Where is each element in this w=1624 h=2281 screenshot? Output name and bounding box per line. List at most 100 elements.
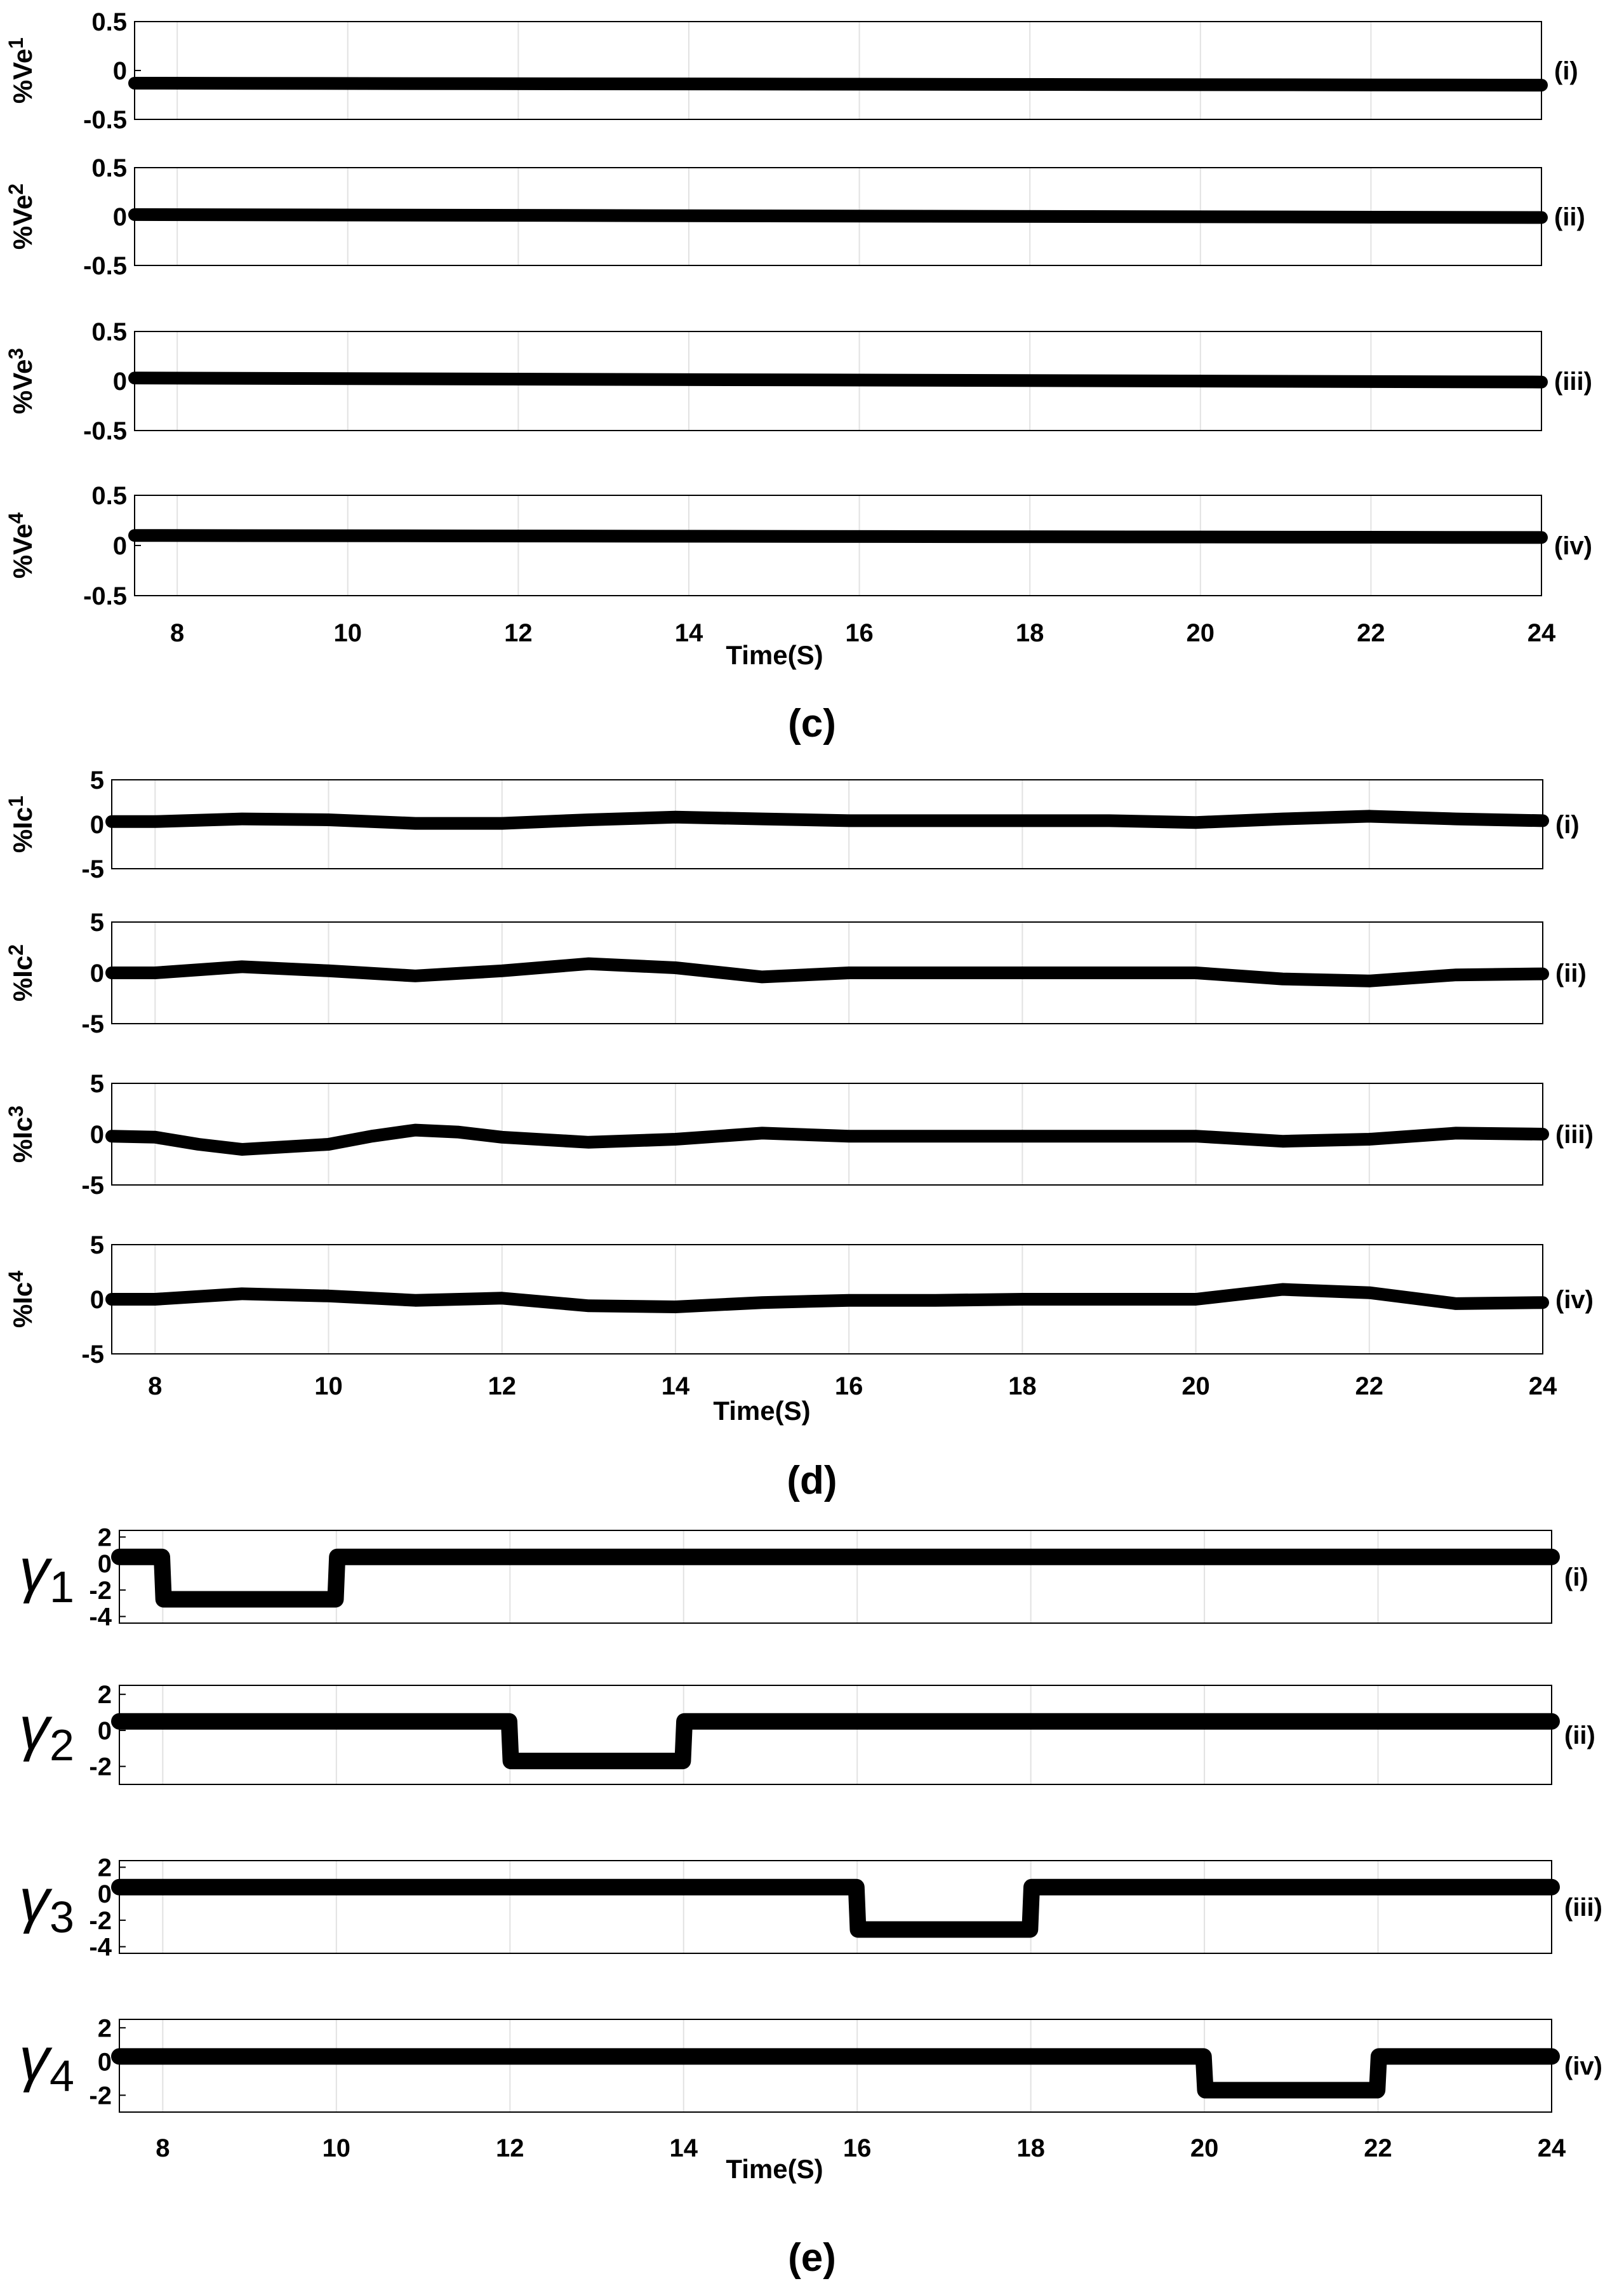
y-tick-label: 0 bbox=[90, 811, 104, 839]
series-line bbox=[128, 371, 1548, 389]
y-axis-label: γ4 bbox=[19, 2025, 74, 2101]
y-tick-label: 0 bbox=[113, 57, 127, 85]
y-axis-label-main: %Ve bbox=[8, 524, 37, 579]
series-line bbox=[111, 2048, 1560, 2099]
panel-tag: (ii) bbox=[1555, 960, 1587, 987]
series-line bbox=[111, 1713, 1560, 1770]
x-tick-label: 24 bbox=[1527, 619, 1556, 647]
x-tick-label: 8 bbox=[156, 2134, 170, 2162]
y-axis-label-main: %Ic bbox=[8, 1117, 37, 1163]
x-tick-label: 14 bbox=[669, 2134, 698, 2162]
y-tick-label: 0 bbox=[90, 1286, 104, 1314]
x-tick-label: 10 bbox=[334, 619, 363, 647]
y-tick-label: 5 bbox=[90, 1231, 104, 1259]
axes-frame bbox=[134, 21, 1542, 120]
y-tick-label: 0.5 bbox=[91, 8, 127, 36]
y-tick-label: -0.5 bbox=[83, 106, 127, 134]
y-axis-label-main: %Ic bbox=[8, 807, 37, 853]
series-line bbox=[128, 77, 1548, 92]
panel-c-3: 0.5 0 -0.5 %Ve3 (iii) bbox=[4, 318, 1592, 445]
panel-tag: (iii) bbox=[1554, 368, 1592, 396]
series-line bbox=[111, 1878, 1560, 1938]
y-tick-label: -0.5 bbox=[83, 252, 127, 280]
y-axis-label: %Ve3 bbox=[4, 348, 37, 414]
x-tick-label: 24 bbox=[1529, 1372, 1557, 1400]
x-tick-label: 22 bbox=[1364, 2134, 1392, 2162]
y-axis-label-subscript: 4 bbox=[4, 512, 27, 524]
panel-c-1: 0.5 0 -0.5 %Ve1 (i) bbox=[4, 8, 1578, 134]
y-tick-label: 5 bbox=[90, 909, 104, 937]
y-axis-label-subscript: 2 bbox=[50, 1720, 74, 1770]
panel-e-4: 2 0 -2 γ4 (iv) bbox=[19, 2014, 1602, 2113]
y-tick-label: 2 bbox=[98, 2014, 112, 2042]
y-axis-label-main: %Ve bbox=[8, 195, 37, 250]
y-tick-label: -4 bbox=[89, 1934, 112, 1962]
x-tick-label: 20 bbox=[1187, 619, 1215, 647]
panel-tag: (i) bbox=[1555, 811, 1580, 839]
x-axis-label: Time(S) bbox=[726, 2154, 823, 2184]
x-tick-label: 18 bbox=[1016, 619, 1044, 647]
y-axis-label: %Ve4 bbox=[4, 512, 37, 579]
axes-frame bbox=[119, 1860, 1552, 1954]
y-tick-label: -5 bbox=[81, 1010, 104, 1038]
y-tick-label: -4 bbox=[89, 1603, 112, 1631]
panel-c-2: 0.5 0 -0.5 %Ve2 (ii) bbox=[4, 154, 1585, 280]
y-axis-label-subscript: 3 bbox=[4, 1106, 27, 1117]
x-axis-e: 8 10 12 14 16 18 20 22 24 Time(S) bbox=[156, 2134, 1566, 2184]
y-tick-label: 5 bbox=[90, 766, 104, 794]
axes-frame bbox=[119, 1530, 1552, 1624]
y-axis-label: %Ve2 bbox=[4, 184, 37, 250]
y-tick-label: -0.5 bbox=[83, 417, 127, 445]
y-axis-label-main: %Ic bbox=[8, 956, 37, 1001]
y-axis-label-symbol: γ bbox=[19, 1866, 53, 1934]
y-tick-label: -2 bbox=[89, 2082, 112, 2110]
panel-tag: (iii) bbox=[1555, 1121, 1594, 1149]
x-tick-label: 20 bbox=[1181, 1372, 1210, 1400]
y-axis-label-subscript: 3 bbox=[4, 348, 27, 359]
x-tick-label: 10 bbox=[323, 2134, 351, 2162]
y-axis-label-subscript: 2 bbox=[4, 944, 27, 956]
y-tick-label: 0 bbox=[98, 1880, 112, 1908]
x-tick-label: 10 bbox=[314, 1372, 343, 1400]
y-tick-label: -5 bbox=[81, 1341, 104, 1368]
x-tick-label: 16 bbox=[835, 1372, 863, 1400]
y-tick-label: -2 bbox=[89, 1577, 112, 1605]
x-axis-d: 8 10 12 14 16 18 20 22 24 Time(S) bbox=[148, 1372, 1557, 1426]
y-tick-label: 0 bbox=[113, 532, 127, 560]
y-axis-label-subscript: 2 bbox=[4, 184, 27, 195]
y-axis-label-symbol: γ bbox=[19, 1536, 53, 1604]
panel-e-1: 20-2-4 γ1 (i) bbox=[19, 1523, 1588, 1631]
y-tick-label: 2 bbox=[98, 1523, 112, 1551]
y-axis-label: γ3 bbox=[19, 1866, 74, 1942]
y-axis-label: %Ic2 bbox=[4, 944, 37, 1001]
y-axis-label: γ2 bbox=[19, 1694, 74, 1770]
y-tick-label: 5 bbox=[90, 1070, 104, 1098]
series-line bbox=[105, 1283, 1549, 1313]
series-line bbox=[128, 208, 1548, 224]
panel-tag: (iv) bbox=[1554, 532, 1592, 560]
panel-tag: (i) bbox=[1564, 1563, 1588, 1591]
y-axis-label-symbol: γ bbox=[19, 1694, 53, 1762]
panel-tag: (i) bbox=[1554, 57, 1578, 85]
y-tick-label: 0 bbox=[98, 2048, 112, 2076]
x-axis-label: Time(S) bbox=[726, 640, 823, 670]
panel-d-3: 5 0 -5 %Ic3 (iii) bbox=[4, 1070, 1594, 1200]
y-axis-label: %Ic3 bbox=[4, 1106, 37, 1163]
x-tick-label: 14 bbox=[675, 619, 703, 647]
y-tick-label: 0 bbox=[90, 960, 104, 987]
axes-frame bbox=[119, 1685, 1552, 1785]
series-line bbox=[105, 1123, 1549, 1156]
panel-d-1: 5 0 -5 %Ic1 (i) bbox=[4, 766, 1580, 883]
figure-caption: (e) bbox=[788, 2236, 836, 2280]
series-line bbox=[105, 957, 1549, 987]
x-tick-label: 16 bbox=[843, 2134, 872, 2162]
panel-e-2: 20-2γ2 (ii) bbox=[19, 1681, 1595, 1785]
axes-frame bbox=[134, 495, 1542, 596]
panel-e-3: 20-2-4 γ3 (iii) bbox=[19, 1854, 1602, 1961]
y-tick-label: 2 bbox=[98, 1854, 112, 1882]
y-tick-label: -2 bbox=[89, 1753, 112, 1781]
series-line bbox=[105, 810, 1549, 830]
x-tick-label: 12 bbox=[488, 1372, 516, 1400]
y-axis-label-subscript: 4 bbox=[50, 2051, 74, 2101]
y-axis-label-subscript: 4 bbox=[4, 1271, 27, 1282]
